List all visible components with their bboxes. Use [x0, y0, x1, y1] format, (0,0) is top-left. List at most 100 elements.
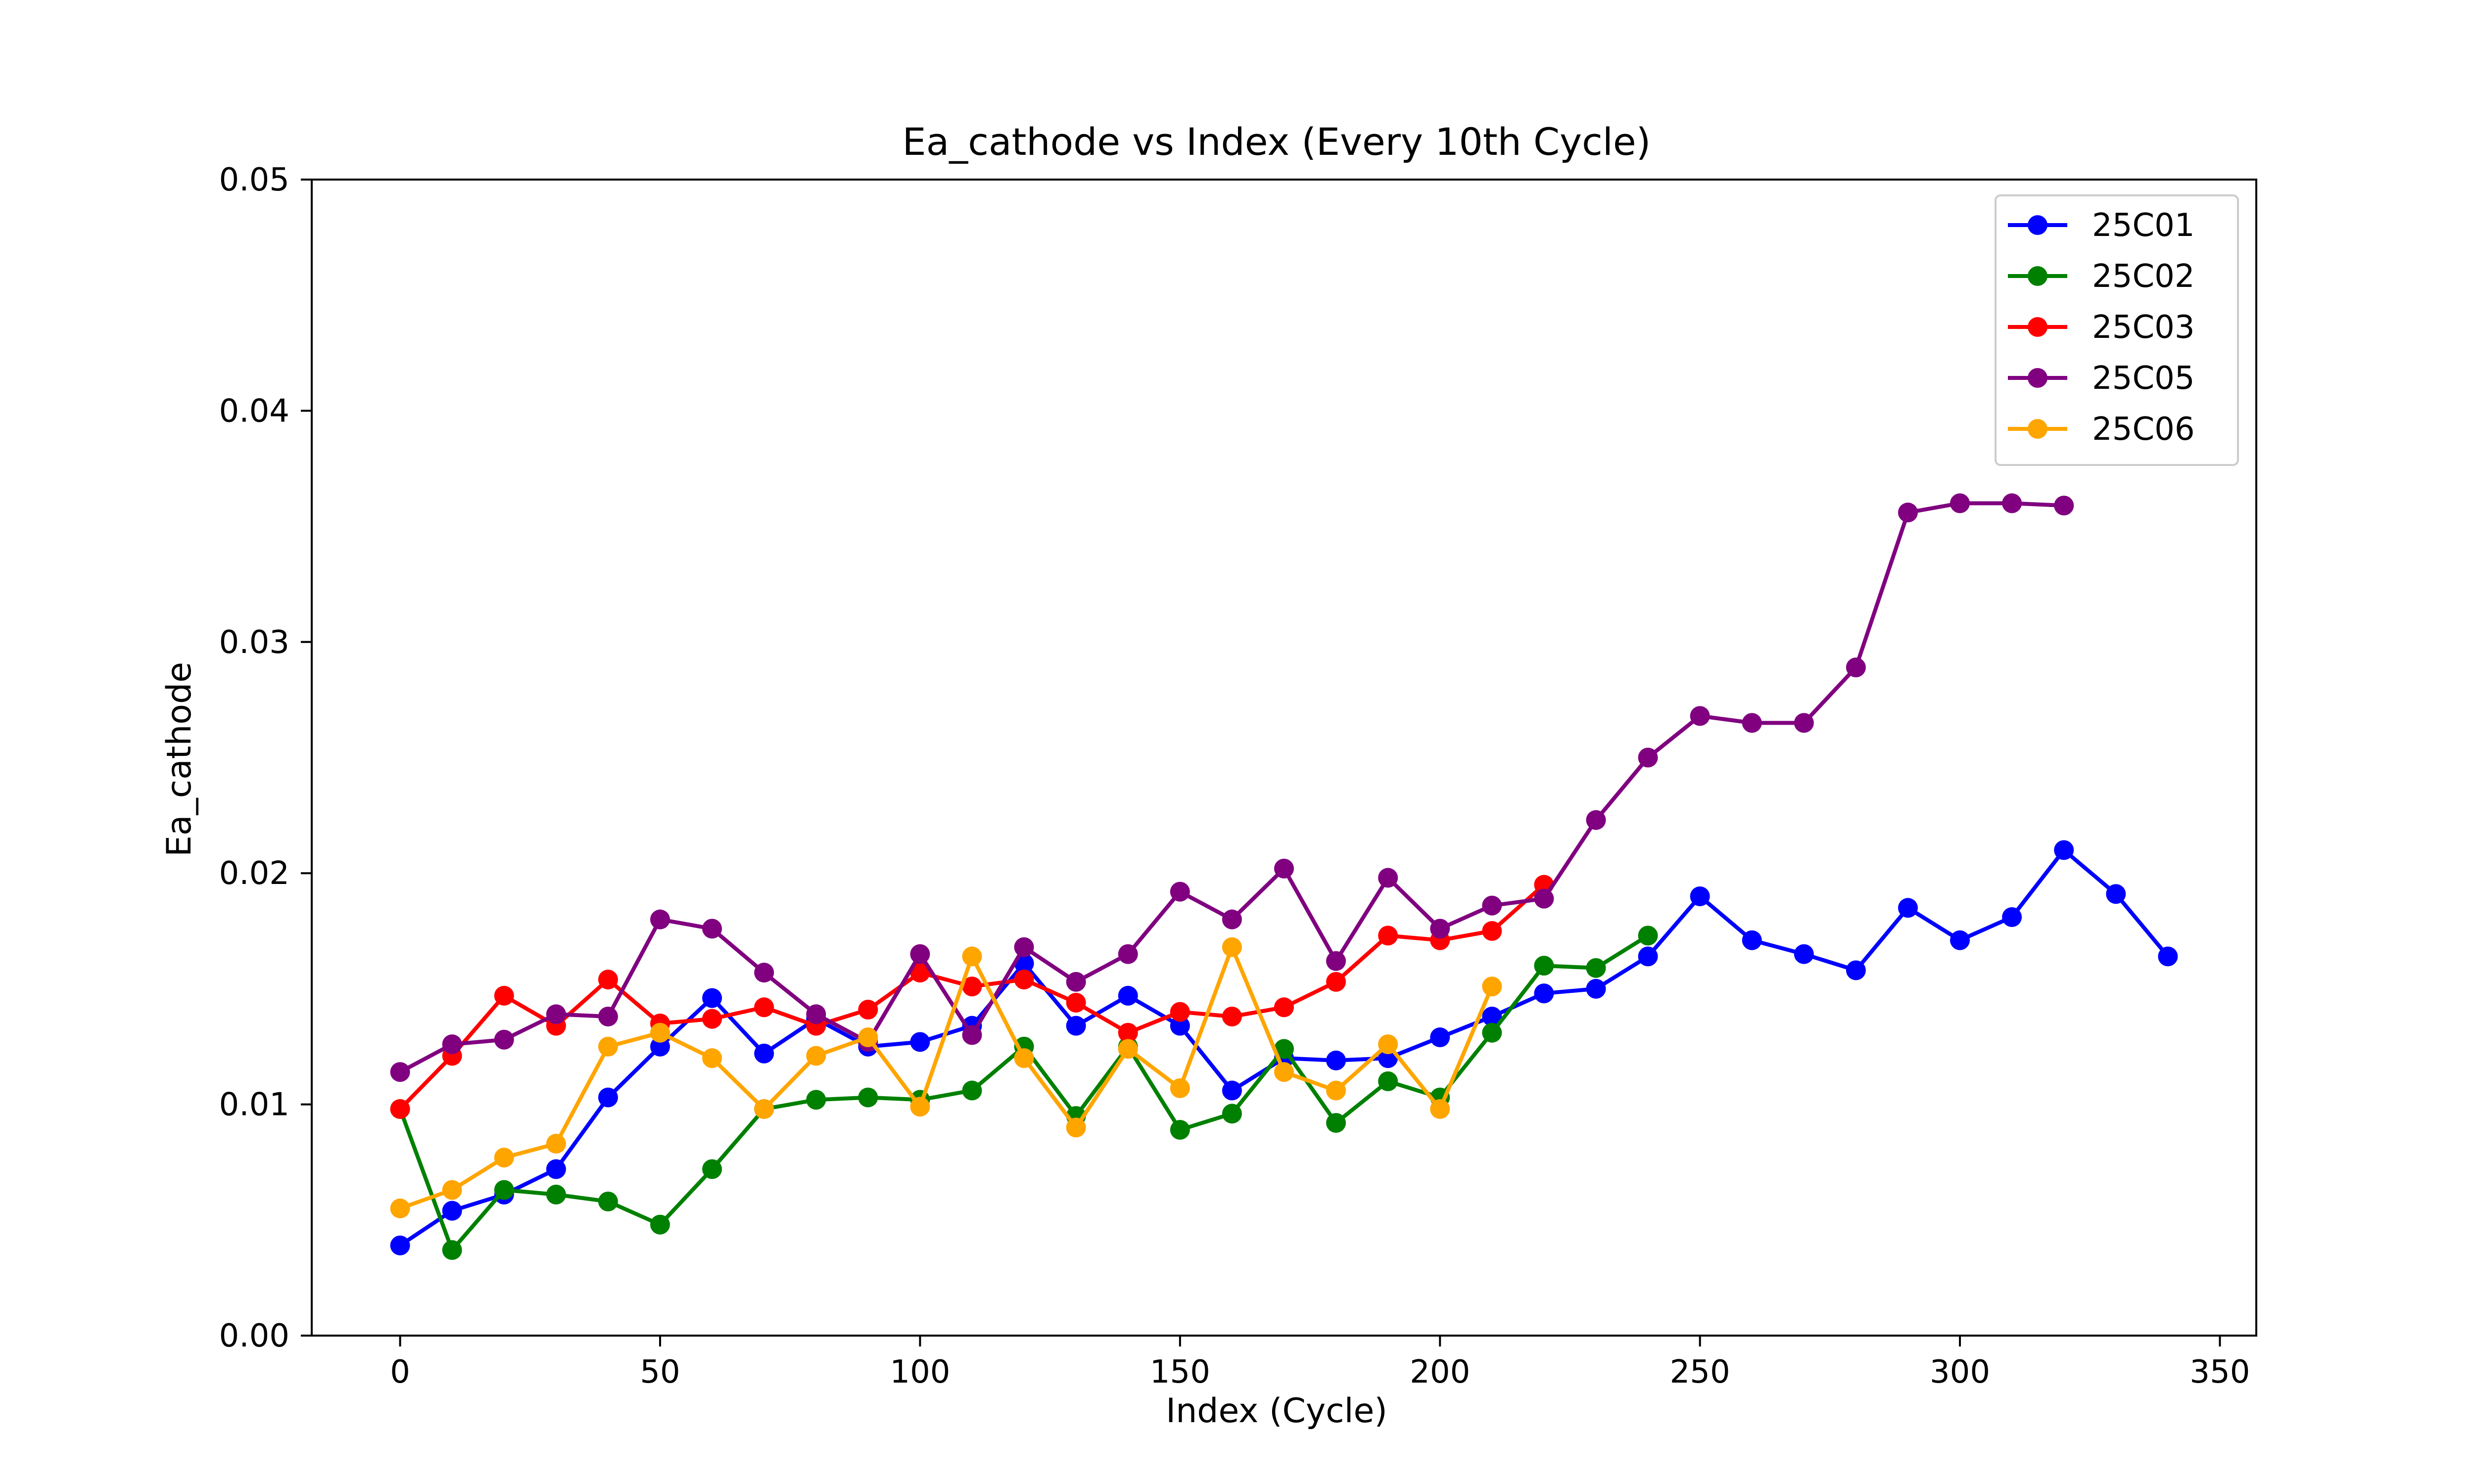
data-point-25C06: [1430, 1099, 1450, 1119]
data-point-25C06: [702, 1048, 722, 1068]
data-point-25C05: [1586, 810, 1606, 830]
data-point-25C03: [702, 1009, 722, 1029]
series-25C01: [390, 840, 2178, 1255]
data-point-25C01: [910, 1032, 930, 1052]
data-point-25C01: [754, 1043, 774, 1064]
data-point-25C06: [1014, 1048, 1034, 1068]
data-point-25C01: [390, 1235, 410, 1255]
data-point-25C01: [1222, 1080, 1242, 1101]
data-point-25C03: [1274, 997, 1294, 1018]
legend-label-25C03: 25C03: [2092, 309, 2195, 346]
data-point-25C05: [1950, 493, 1970, 513]
data-point-25C05: [650, 909, 670, 929]
series-line-25C06: [398, 945, 1494, 1210]
data-point-25C05: [1066, 972, 1086, 992]
data-point-25C03: [598, 970, 618, 990]
data-point-25C05: [754, 963, 774, 983]
data-point-25C02: [702, 1159, 722, 1179]
y-tick-label: 0.04: [219, 393, 290, 429]
data-point-25C02: [546, 1184, 566, 1205]
data-point-25C01: [442, 1201, 462, 1221]
data-point-25C03: [494, 985, 514, 1006]
data-point-25C05: [1118, 944, 1138, 964]
data-point-25C06: [1222, 937, 1242, 957]
data-point-25C05: [1430, 919, 1450, 939]
legend-marker-25C01: [2028, 215, 2047, 235]
plot-area: 0 50 100 150 200 250 300 350 0.00 0.01 0.02 0.03 0.0…: [219, 162, 2257, 1391]
data-point-25C03: [754, 997, 774, 1018]
legend-label-25C02: 25C02: [2092, 258, 2195, 295]
data-point-25C05: [2002, 493, 2022, 513]
data-point-25C03: [858, 999, 878, 1020]
x-tick-label: 0: [390, 1354, 410, 1391]
data-point-25C02: [1586, 958, 1606, 978]
data-point-25C05: [1326, 951, 1346, 971]
data-point-25C06: [1066, 1117, 1086, 1138]
data-point-25C03: [1482, 921, 1502, 941]
data-point-25C05: [546, 1004, 566, 1024]
data-point-25C06: [494, 1148, 514, 1168]
legend-marker-25C05: [2028, 368, 2047, 388]
data-point-25C01: [1534, 983, 1554, 1004]
y-tick-label: 0.03: [219, 624, 290, 661]
data-point-25C01: [702, 988, 722, 1008]
data-point-25C01: [2054, 840, 2074, 860]
data-point-25C05: [598, 1006, 618, 1026]
data-point-25C06: [1118, 1039, 1138, 1059]
data-point-25C06: [650, 1022, 670, 1043]
data-point-25C02: [598, 1191, 618, 1211]
data-point-25C01: [1482, 1006, 1502, 1026]
data-point-25C03: [1014, 970, 1034, 990]
data-point-25C01: [1326, 1050, 1346, 1070]
data-point-25C05: [2054, 496, 2074, 516]
data-point-25C05: [1534, 888, 1554, 909]
data-point-25C05: [910, 944, 930, 964]
data-point-25C02: [1638, 926, 1658, 946]
legend-marker-25C06: [2028, 419, 2047, 439]
y-tick-label: 0.05: [219, 162, 290, 198]
data-point-25C05: [702, 919, 722, 939]
data-point-25C03: [1066, 992, 1086, 1013]
plot-frame: [311, 179, 2257, 1337]
data-point-25C06: [962, 946, 982, 967]
data-point-25C01: [598, 1087, 618, 1108]
data-point-25C06: [910, 1097, 930, 1117]
data-point-25C06: [1170, 1078, 1190, 1098]
y-tick-label: 0.01: [219, 1087, 290, 1123]
data-point-25C01: [546, 1159, 566, 1179]
data-point-25C02: [650, 1214, 670, 1235]
legend-label-25C06: 25C06: [2092, 411, 2195, 448]
legend-label-25C05: 25C05: [2092, 360, 2195, 397]
legend: 25C01 25C02 25C03 25C05 25C06: [1995, 194, 2239, 466]
data-point-25C05: [1794, 713, 1814, 733]
data-point-25C02: [962, 1080, 982, 1101]
data-point-25C02: [1378, 1071, 1398, 1091]
data-point-25C01: [1690, 886, 1710, 906]
data-point-25C03: [1222, 1006, 1242, 1026]
series-25C05: [390, 493, 2074, 1082]
data-point-25C03: [390, 1099, 410, 1119]
data-point-25C05: [494, 1029, 514, 1050]
legend-box: [1995, 194, 2239, 466]
x-axis-label: Index (Cycle): [1166, 1391, 1387, 1431]
data-point-25C06: [1274, 1062, 1294, 1082]
data-point-25C03: [910, 963, 930, 983]
data-point-25C01: [2106, 884, 2126, 904]
data-point-25C01: [1638, 946, 1658, 967]
data-point-25C01: [1898, 898, 1918, 918]
data-point-25C06: [754, 1099, 774, 1119]
data-point-25C05: [1274, 858, 1294, 879]
data-point-25C06: [442, 1180, 462, 1200]
data-point-25C05: [390, 1062, 410, 1082]
data-point-25C01: [650, 1036, 670, 1057]
data-point-25C02: [1482, 1022, 1502, 1043]
data-point-25C02: [858, 1087, 878, 1108]
data-point-25C02: [442, 1240, 462, 1260]
data-point-25C06: [1378, 1034, 1398, 1055]
data-point-25C03: [1326, 972, 1346, 992]
x-tick-label: 300: [1930, 1354, 1990, 1391]
data-point-25C02: [1274, 1039, 1294, 1059]
x-tick-label: 150: [1150, 1354, 1210, 1391]
series-25C06: [390, 937, 1502, 1218]
